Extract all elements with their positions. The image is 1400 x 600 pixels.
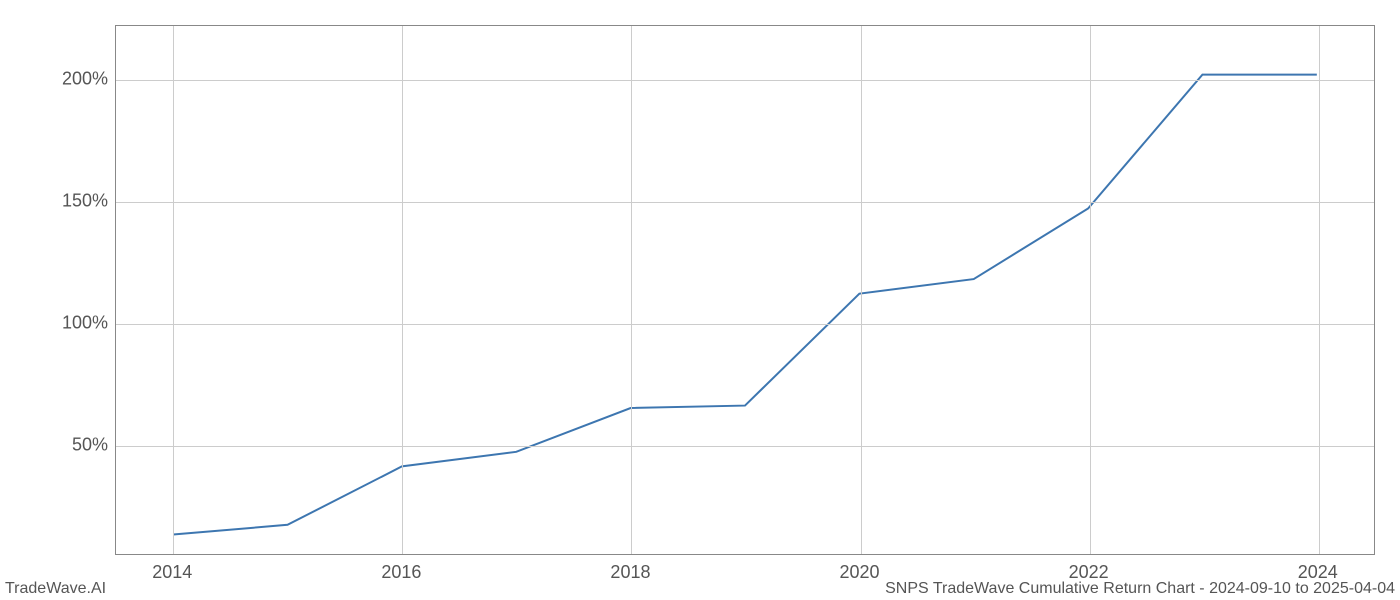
grid-line-horizontal — [116, 446, 1374, 447]
x-tick-label: 2018 — [610, 562, 650, 583]
grid-line-vertical — [1090, 26, 1091, 554]
grid-line-vertical — [173, 26, 174, 554]
plot-area — [115, 25, 1375, 555]
grid-line-vertical — [402, 26, 403, 554]
grid-line-vertical — [1319, 26, 1320, 554]
data-line — [173, 75, 1317, 535]
footer-brand: TradeWave.AI — [5, 580, 106, 598]
grid-line-horizontal — [116, 80, 1374, 81]
y-tick-label: 50% — [72, 435, 108, 456]
x-tick-label: 2016 — [381, 562, 421, 583]
y-tick-label: 150% — [62, 190, 108, 211]
x-tick-label: 2014 — [152, 562, 192, 583]
footer-caption: SNPS TradeWave Cumulative Return Chart -… — [885, 580, 1395, 598]
y-tick-label: 200% — [62, 68, 108, 89]
line-chart-svg — [116, 26, 1374, 554]
grid-line-vertical — [631, 26, 632, 554]
grid-line-horizontal — [116, 202, 1374, 203]
y-tick-label: 100% — [62, 312, 108, 333]
x-tick-label: 2020 — [840, 562, 880, 583]
grid-line-horizontal — [116, 324, 1374, 325]
chart-container — [115, 25, 1375, 555]
grid-line-vertical — [861, 26, 862, 554]
